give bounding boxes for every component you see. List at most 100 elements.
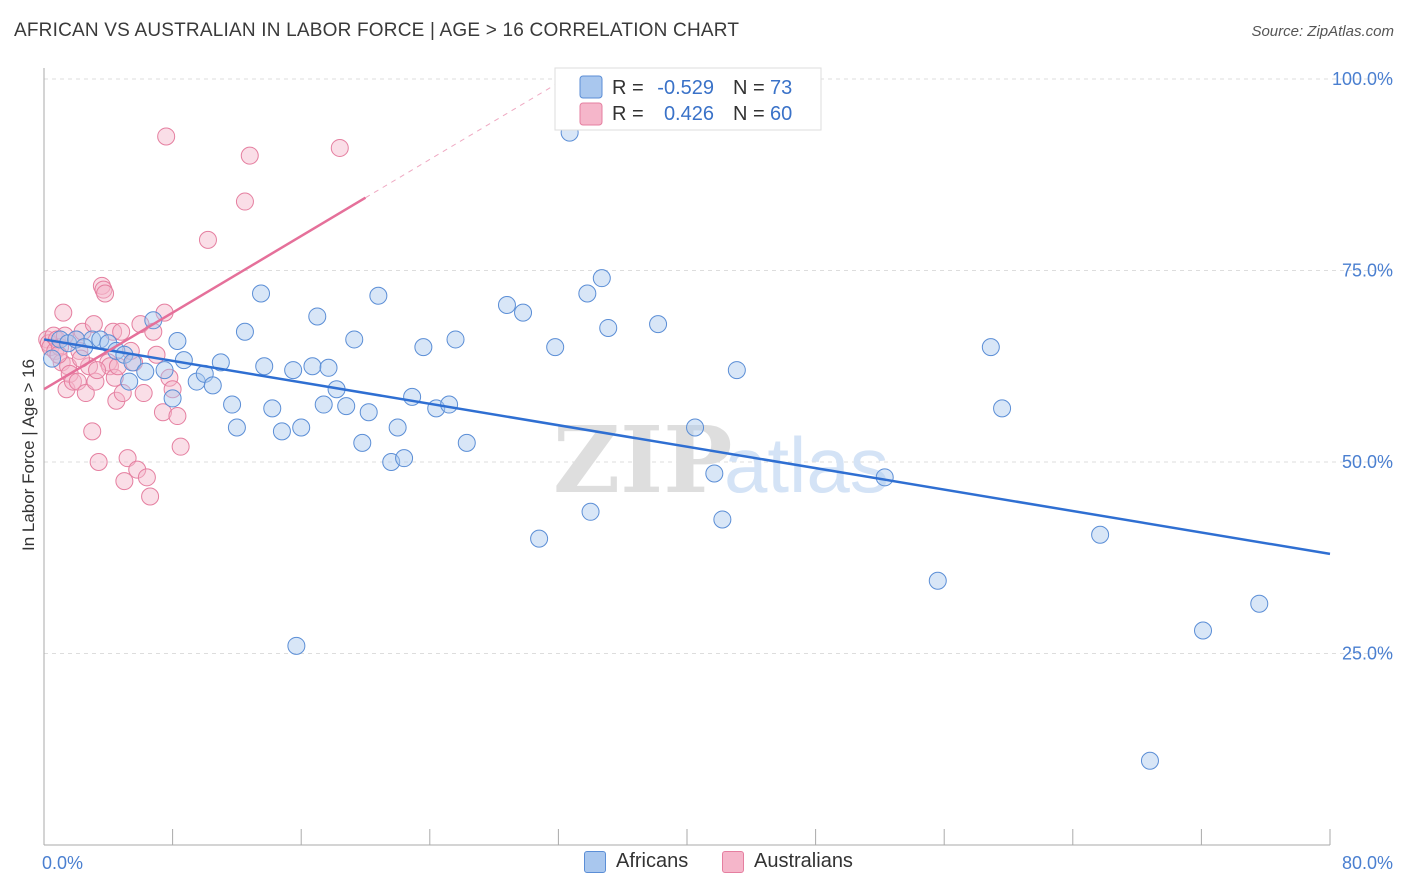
africans-point bbox=[337, 397, 356, 416]
legend-n-label-africans: N = bbox=[733, 77, 765, 99]
australians-point bbox=[89, 453, 108, 471]
africans-point bbox=[223, 395, 242, 414]
y-axis-title: In Labor Force | Age > 16 bbox=[19, 359, 38, 551]
australians-point bbox=[96, 284, 115, 303]
australians-trend-line bbox=[43, 196, 367, 391]
australians-point bbox=[88, 361, 107, 380]
legend-n-value-australians: 60 bbox=[770, 103, 792, 125]
australians-point bbox=[84, 315, 103, 334]
australians-point bbox=[153, 403, 172, 422]
australians-point bbox=[134, 384, 153, 403]
africans-point bbox=[446, 330, 465, 349]
africans-point bbox=[272, 422, 291, 441]
australians-trend-extension bbox=[365, 82, 559, 199]
africans-point bbox=[163, 389, 182, 408]
africans-point bbox=[174, 351, 193, 370]
legend-swatch-africans bbox=[579, 75, 603, 99]
africans-point bbox=[235, 322, 254, 341]
australians-point bbox=[86, 372, 105, 391]
africans-point bbox=[1194, 621, 1213, 640]
x-tick-label: 0.0% bbox=[42, 853, 83, 873]
australians-point bbox=[198, 230, 217, 249]
legend-label-africans: Africans bbox=[616, 850, 689, 872]
x-tick-label: 80.0% bbox=[1342, 853, 1393, 873]
africans-point bbox=[203, 376, 222, 395]
legend-r-label-africans: R = bbox=[612, 77, 644, 99]
africans-point bbox=[928, 571, 947, 590]
australians-point bbox=[76, 384, 95, 403]
australians-point bbox=[128, 460, 147, 479]
africans-point bbox=[727, 361, 746, 380]
africans-point bbox=[581, 502, 600, 521]
australians-point bbox=[54, 303, 73, 322]
y-tick-label: 50.0% bbox=[1342, 452, 1393, 472]
legend-item-australians[interactable]: Australians bbox=[722, 850, 853, 873]
africans-point bbox=[227, 418, 246, 437]
australians-point bbox=[147, 345, 166, 364]
australians-points bbox=[38, 127, 349, 506]
legend-r-value-australians: 0.426 bbox=[664, 103, 714, 125]
y-tick-label: 25.0% bbox=[1342, 644, 1393, 664]
africans-point bbox=[713, 510, 732, 529]
australians-point bbox=[235, 192, 254, 211]
africans-point bbox=[497, 295, 516, 314]
legend-r-value-africans: -0.529 bbox=[657, 77, 714, 99]
legend-n-value-africans: 73 bbox=[770, 77, 792, 99]
africans-point bbox=[303, 357, 322, 376]
australians-point bbox=[163, 380, 182, 399]
africans-point bbox=[599, 318, 618, 337]
africans-point bbox=[263, 399, 282, 418]
africans-trend-line bbox=[43, 338, 1331, 556]
africans-point bbox=[314, 395, 333, 414]
trend-lines bbox=[43, 82, 1331, 556]
africans-point bbox=[530, 529, 549, 548]
africans-point bbox=[287, 636, 306, 655]
africans-point bbox=[252, 284, 271, 303]
africans-point bbox=[388, 418, 407, 437]
africans-point bbox=[155, 361, 174, 380]
australians-point bbox=[105, 368, 124, 387]
australians-point bbox=[118, 449, 137, 468]
australians-point bbox=[115, 472, 134, 491]
legend-r-label-australians: R = bbox=[612, 103, 644, 125]
africans-point bbox=[705, 464, 724, 483]
africans-point bbox=[875, 468, 894, 487]
australians-point bbox=[113, 384, 132, 403]
watermark-zip: ZIP bbox=[553, 406, 732, 514]
series-legend: Africans Australians bbox=[0, 850, 1406, 880]
legend-n-label-australians: N = bbox=[733, 103, 765, 125]
australians-point bbox=[141, 487, 160, 506]
africans-point bbox=[308, 307, 327, 326]
legend-item-africans[interactable]: Africans bbox=[584, 850, 688, 873]
africans-point bbox=[414, 338, 433, 357]
legend-swatch-australians-bottom bbox=[722, 850, 744, 873]
stats-legend: R = -0.529 N = 73 R = 0.426 N = 60 bbox=[554, 67, 822, 131]
axes bbox=[43, 68, 1331, 846]
australians-point bbox=[168, 407, 187, 426]
watermark: ZIP atlas bbox=[553, 406, 889, 514]
africans-point bbox=[578, 284, 597, 303]
tick-labels: 25.0% 50.0% 75.0% 100.0% 0.0% 80.0% bbox=[42, 69, 1393, 873]
africans-point bbox=[1140, 751, 1159, 770]
y-tick-label: 100.0% bbox=[1332, 69, 1393, 89]
africans-point bbox=[993, 399, 1012, 418]
africans-point bbox=[1091, 525, 1110, 544]
legend-swatch-africans-bottom bbox=[584, 850, 606, 873]
africans-point bbox=[211, 353, 230, 372]
africans-point bbox=[369, 286, 388, 305]
australians-point bbox=[112, 322, 131, 341]
africans-point bbox=[546, 338, 565, 357]
gridlines bbox=[44, 78, 1392, 654]
chart-source: Source: ZipAtlas.com bbox=[1251, 23, 1394, 40]
africans-point bbox=[284, 361, 303, 380]
africans-point bbox=[457, 433, 476, 452]
africans-point bbox=[43, 349, 62, 368]
africans-point bbox=[440, 395, 459, 414]
africans-point bbox=[592, 269, 611, 288]
australians-point bbox=[171, 437, 190, 456]
y-tick-label: 75.0% bbox=[1342, 261, 1393, 281]
africans-point bbox=[255, 357, 274, 376]
africans-point bbox=[1250, 594, 1269, 613]
australians-point bbox=[137, 468, 156, 487]
